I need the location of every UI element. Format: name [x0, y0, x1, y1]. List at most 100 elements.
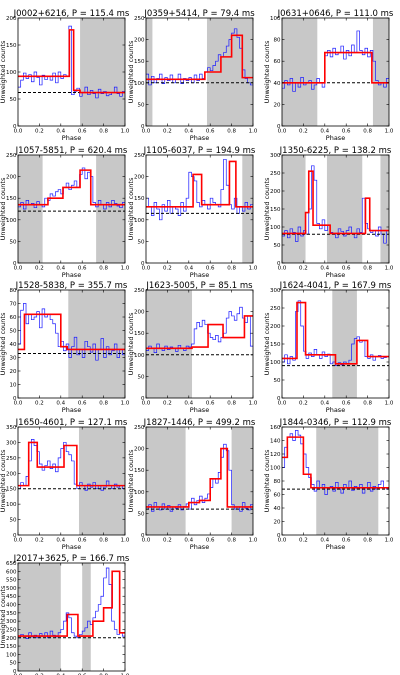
pulse-panel-5: 0.0 0.2 0.4 0.6 0.8 1.0 0 50 100 150 200 250 300 J135… [263, 146, 394, 279]
x-tick-label: 0.8 [99, 401, 108, 407]
x-tick-label: 0.6 [78, 266, 87, 272]
plot-area [282, 30, 389, 92]
y-tick-label: 600 [6, 569, 17, 575]
y-axis-label: Unweighted counts [127, 40, 135, 103]
x-tick-label: 0.0 [278, 266, 287, 272]
y-tick-label: 40 [10, 342, 17, 348]
off-pulse-region [282, 18, 318, 126]
panel-title: J1623-5005, P = 85.1 ms [145, 281, 253, 291]
y-tick-label: 140 [270, 439, 281, 445]
y-tick-label: 150 [6, 644, 17, 650]
x-tick-label: 0.0 [142, 129, 151, 135]
panel-title: J2017+3625, P = 166.7 ms [13, 554, 130, 564]
y-tick-label: 50 [10, 518, 17, 524]
y-tick-label: 50 [138, 102, 145, 108]
model-series [18, 29, 125, 94]
pulse-panel-12: 0.0 0.2 0.4 0.6 0.8 1.0 0 50 100 150 200 250 300 350 4… [0, 554, 130, 675]
x-tick-label: 0.0 [278, 129, 287, 135]
panel-title: J0002+6216, P = 115.4 ms [13, 9, 130, 19]
y-tick-label: 400 [6, 603, 17, 609]
y-tick-label: 100 [270, 360, 281, 366]
y-tick-label: 100 [270, 466, 281, 472]
x-tick-label: 1.0 [121, 129, 130, 135]
model-series [282, 170, 389, 235]
x-axis-label: Phase [190, 406, 209, 414]
y-axis-label: Unweighted counts [127, 312, 135, 375]
plot-area [146, 158, 253, 221]
pulse-panel-2: 0.0 0.2 0.4 0.6 0.8 1.0 0 20 40 60 80 100J0631+0646… [263, 9, 394, 142]
plot-area [282, 430, 389, 495]
y-tick-label: 150 [270, 342, 281, 348]
histogram-series [18, 303, 125, 361]
y-tick-label: 250 [6, 153, 17, 159]
y-tick-label: 50 [10, 329, 17, 335]
off-pulse-region [380, 155, 389, 263]
y-tick-label: 300 [270, 153, 281, 159]
x-tick-label: 0.0 [14, 401, 23, 407]
plot-area [18, 567, 125, 639]
plot-area [146, 443, 253, 512]
plot-area [282, 300, 389, 367]
x-axis-label: Phase [326, 134, 345, 142]
x-tick-label: 0.2 [35, 266, 44, 272]
x-tick-label: 0.6 [342, 129, 351, 135]
y-axis-label: Unweighted counts [0, 449, 7, 512]
y-tick-label: 650 [6, 561, 17, 567]
plot-area [18, 438, 125, 491]
y-tick-label: 0 [13, 261, 17, 267]
x-axis-label: Phase [62, 406, 81, 414]
x-tick-label: 0.4 [184, 129, 193, 135]
x-tick-label: 0.2 [299, 129, 308, 135]
y-tick-label: 50 [274, 378, 281, 384]
x-tick-label: 0.2 [163, 538, 172, 544]
y-tick-label: 100 [134, 490, 145, 496]
x-tick-label: 0.0 [14, 538, 23, 544]
y-tick-label: 80 [10, 288, 17, 294]
y-tick-label: 300 [270, 288, 281, 294]
off-pulse-region [326, 155, 363, 263]
y-tick-label: 0 [277, 261, 281, 267]
x-tick-label: 1.0 [385, 129, 394, 135]
plot-frame [17, 562, 126, 672]
pulse-panel-1: 0.0 0.2 0.4 0.6 0.8 1.0 0 50 100 150 200 250 J0359+5… [127, 9, 258, 142]
x-tick-label: 0.6 [206, 129, 215, 135]
y-tick-label: 250 [134, 16, 145, 22]
panel-title: J1105-6037, P = 194.9 ms [143, 146, 256, 156]
plot-frame [145, 426, 254, 536]
x-tick-label: 0.2 [163, 129, 172, 135]
y-tick-label: 100 [270, 225, 281, 231]
y-axis-label: Unweighted counts [263, 177, 271, 240]
pulse-panel-6: 0.0 0.2 0.4 0.6 0.8 1.0 0 10 20 30 40 50 60 70 80 J1528… [0, 281, 130, 414]
plot-area [146, 306, 253, 356]
off-pulse-region [82, 563, 91, 671]
model-series [146, 34, 253, 81]
y-tick-label: 450 [6, 594, 17, 600]
y-tick-label: 10 [10, 383, 17, 389]
y-tick-label: 70 [10, 302, 17, 308]
y-tick-label: 50 [138, 511, 145, 517]
y-tick-label: 350 [6, 425, 17, 431]
x-tick-label: 1.0 [121, 674, 130, 675]
histogram-series [282, 30, 389, 92]
model-series [146, 160, 253, 208]
y-tick-label: 60 [10, 315, 17, 321]
x-tick-label: 0.4 [56, 674, 65, 675]
y-axis-label: Unweighted counts [0, 312, 7, 375]
x-tick-label: 1.0 [249, 266, 258, 272]
histogram-series [282, 165, 389, 244]
x-tick-label: 1.0 [385, 538, 394, 544]
histogram-series [146, 158, 253, 221]
x-tick-label: 0.8 [227, 538, 236, 544]
x-tick-label: 0.0 [278, 401, 287, 407]
y-tick-label: 150 [6, 196, 17, 202]
panel-title: J1624-4041, P = 167.9 ms [279, 281, 392, 291]
y-axis-label: Unweighted counts [0, 585, 7, 648]
panel-title: J1350-6225, P = 138.2 ms [279, 146, 392, 156]
x-tick-label: 0.4 [184, 538, 193, 544]
y-tick-label: 50 [10, 239, 17, 245]
y-tick-label: 250 [6, 456, 17, 462]
panel-title: J1827-1446, P = 499.2 ms [143, 418, 256, 428]
off-pulse-region [96, 155, 125, 263]
x-axis-label: Phase [190, 543, 209, 551]
